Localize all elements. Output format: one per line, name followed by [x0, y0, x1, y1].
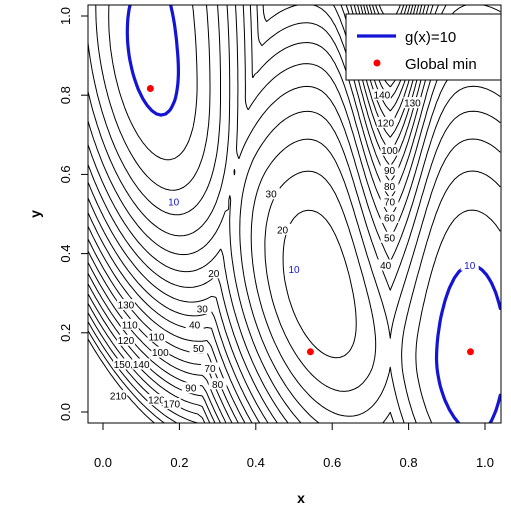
contour-label-bg	[162, 398, 181, 410]
contour-label-bg	[185, 318, 204, 330]
y-tick-label: 0.8	[58, 86, 73, 104]
contour-label-bg	[200, 362, 219, 374]
contour-label: 50	[193, 344, 205, 355]
y-axis: 0.0 0.2 0.4 0.6 0.8 1.0	[58, 7, 88, 421]
contour-label: 140	[133, 360, 150, 371]
x-tick-label: 0.0	[94, 455, 112, 470]
y-tick-label: 0.6	[58, 165, 73, 183]
y-tick-label: 1.0	[58, 7, 73, 25]
contour-label: 110	[122, 320, 138, 331]
x-tick-label: 1.0	[476, 455, 494, 470]
global-min-point	[466, 348, 474, 356]
global-min-point	[306, 348, 314, 356]
contour-label: 120	[377, 118, 394, 129]
contour-label-bg	[273, 223, 292, 235]
contour-label-bg	[380, 164, 399, 176]
contour-label-bg	[208, 378, 227, 390]
contour-label: 130	[404, 99, 421, 110]
contour-label-bg	[262, 188, 281, 200]
contour-label-bg	[380, 144, 399, 156]
contour-label: 40	[189, 320, 201, 331]
contour-label: 70	[384, 198, 396, 209]
contour-label-bg	[116, 299, 135, 311]
contour-label-bg	[380, 196, 399, 208]
contour-label-bg	[116, 334, 135, 346]
contour-label: 140	[374, 91, 391, 102]
legend-label-global-min: Global min	[405, 56, 477, 73]
contour-label-bg	[380, 180, 399, 192]
legend-label-gx: g(x)=10	[405, 29, 456, 46]
x-tick-label: 0.4	[247, 455, 265, 470]
y-tick-label: 0.2	[58, 324, 73, 342]
contour-label: 120	[118, 336, 135, 347]
x-tick-label: 0.2	[170, 455, 188, 470]
contour-label: 110	[149, 332, 165, 343]
contour-label-bg	[147, 330, 166, 342]
contour-label: 10	[464, 261, 476, 272]
contour-label-bg	[164, 196, 183, 208]
contour-label: 170	[163, 400, 180, 411]
contour-line-40	[88, 5, 501, 423]
x-tick-label: 0.6	[323, 455, 341, 470]
y-axis-title: y	[27, 210, 43, 218]
contour-label-bg	[193, 303, 212, 315]
legend-box	[345, 13, 502, 81]
contour-line-30	[95, 5, 501, 423]
legend-point-swatch	[373, 59, 381, 67]
contour-label-bg	[285, 263, 303, 275]
y-tick-label: 0.0	[58, 403, 73, 421]
contour-label-bg	[132, 358, 151, 370]
contour-label: 30	[266, 190, 278, 201]
contour-label-bg	[189, 342, 208, 354]
contour-label: 20	[208, 269, 220, 280]
contour-label: 130	[118, 301, 135, 312]
contour-label-bg	[460, 259, 479, 271]
contour-label-bg	[403, 97, 422, 109]
x-axis-title: x	[297, 490, 305, 506]
x-tick-label: 0.8	[400, 455, 418, 470]
y-tick-label: 0.4	[58, 245, 73, 263]
contour-label-bg	[113, 358, 132, 370]
contour-label: 60	[384, 213, 396, 224]
contour-label-bg	[372, 89, 391, 101]
contour-line-10	[125, 5, 501, 423]
contour-label: 90	[185, 384, 197, 395]
contour-label: 120	[148, 396, 165, 407]
contour-label-bg	[376, 116, 395, 128]
contour-label-bg	[181, 382, 200, 394]
plot-frame	[87, 4, 502, 424]
contour-label-bg	[151, 346, 170, 358]
contour-label-bg	[147, 394, 166, 406]
contour-label: 90	[384, 166, 396, 177]
contour-label: 30	[197, 305, 209, 316]
contour-label-bg	[380, 211, 399, 223]
contour-line-70	[88, 5, 501, 423]
contour-label: 150	[114, 360, 131, 371]
contour-label: 210	[110, 392, 127, 403]
contour-label: 40	[380, 261, 392, 272]
contour-label: 50	[384, 233, 396, 244]
contour-label: 80	[212, 380, 224, 391]
contour-line-20	[108, 5, 501, 423]
contour-label-bg	[204, 267, 223, 279]
contour-line-60	[88, 5, 501, 423]
contour-label: 10	[288, 265, 300, 276]
x-axis: 0.0 0.2 0.4 0.6 0.8 1.0	[94, 423, 494, 470]
contour-label-bg	[109, 390, 128, 402]
contour-label: 80	[384, 182, 396, 193]
contour-label: 100	[381, 146, 398, 157]
contour-label: 70	[204, 364, 216, 375]
contour-label: 100	[152, 348, 169, 359]
contour-label-bg	[120, 318, 139, 330]
contour-label: 10	[168, 198, 180, 209]
global-minima	[146, 84, 474, 356]
level-10-contours	[125, 5, 501, 423]
legend: g(x)=10 Global min	[345, 13, 502, 81]
contour-label-bg	[376, 259, 395, 271]
global-min-point	[146, 84, 154, 92]
contour-label: 20	[277, 225, 289, 236]
contour-label-bg	[380, 231, 399, 243]
